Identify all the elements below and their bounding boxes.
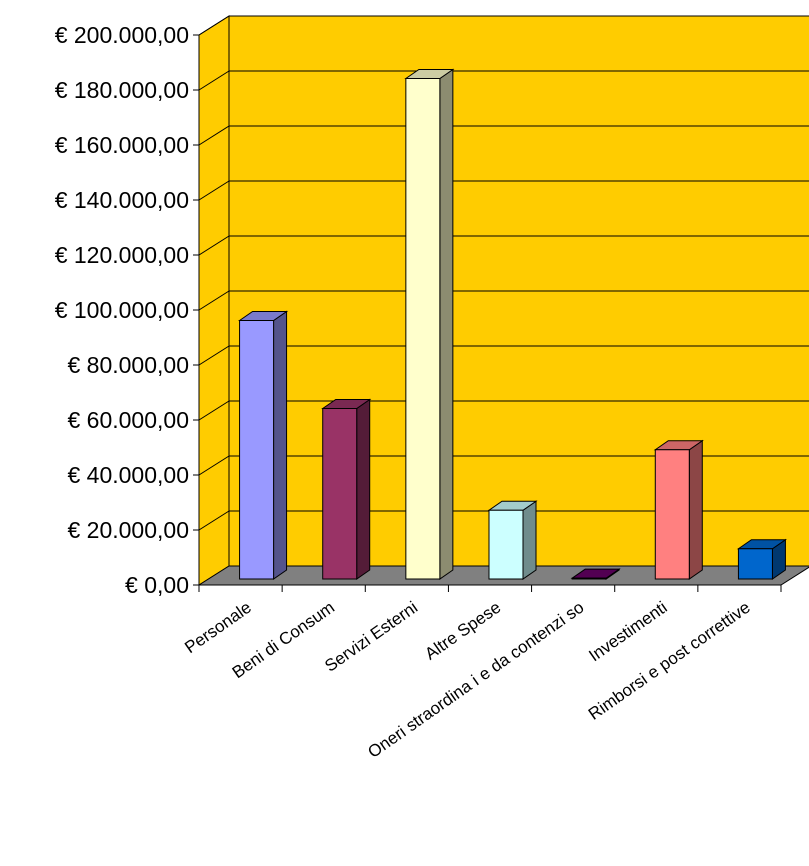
gridline-side xyxy=(198,235,230,256)
y-tick-label: € 60.000,00 xyxy=(67,407,189,433)
y-tick-label: € 40.000,00 xyxy=(67,462,189,488)
bar-front xyxy=(737,548,773,580)
y-tick-label: € 80.000,00 xyxy=(67,352,189,378)
bar xyxy=(736,538,788,580)
y-tick-label: € 140.000,00 xyxy=(55,187,189,213)
bar-side xyxy=(522,500,537,580)
bar-front xyxy=(322,408,358,580)
y-tick-label: € 20.000,00 xyxy=(67,517,189,543)
y-tick-label: € 120.000,00 xyxy=(55,242,189,268)
bar-front xyxy=(405,78,441,580)
bar-front xyxy=(488,509,524,580)
y-axis-ticks: € 0,00 € 20.000,00 € 40.000,00 € 60.000,00 €… xyxy=(55,22,199,598)
bar-side xyxy=(273,310,288,580)
chart-walls xyxy=(197,15,809,586)
bar xyxy=(404,68,455,580)
bar xyxy=(653,439,704,580)
x-category-label: Personale xyxy=(181,598,255,657)
bar xyxy=(570,568,621,580)
gridline-side xyxy=(198,400,230,421)
gridline-side xyxy=(198,70,230,91)
bar-side xyxy=(439,68,454,580)
bar-side xyxy=(688,439,703,580)
gridline-side xyxy=(198,125,230,146)
gridline-side xyxy=(198,345,230,366)
x-category-label: Altre Spese xyxy=(421,598,504,664)
bar-front xyxy=(571,577,607,580)
axes xyxy=(198,35,782,592)
bars xyxy=(237,68,788,580)
bar-front xyxy=(239,320,275,580)
y-tick-label: € 100.000,00 xyxy=(55,297,189,323)
y-tick-label: € 0,00 xyxy=(125,572,189,598)
gridline-side xyxy=(198,455,230,476)
y-tick-label: € 160.000,00 xyxy=(55,132,189,158)
gridline-side xyxy=(198,290,230,311)
x-category-label: Servizi Esterni xyxy=(321,598,421,676)
x-category-label: Rimborsi e post correttive xyxy=(585,598,754,724)
x-category-label: Investimenti xyxy=(585,598,670,666)
bar-front xyxy=(654,449,690,580)
bar-side xyxy=(356,398,371,580)
y-tick-label: € 180.000,00 xyxy=(55,77,189,103)
gridline-side xyxy=(198,180,230,201)
bar xyxy=(237,310,289,580)
gridlines xyxy=(198,15,809,531)
bar xyxy=(321,398,372,580)
y-tick-label: € 200.000,00 xyxy=(55,22,189,48)
gridline-side xyxy=(198,510,230,531)
bar xyxy=(487,500,538,580)
gridline-side xyxy=(198,15,230,36)
